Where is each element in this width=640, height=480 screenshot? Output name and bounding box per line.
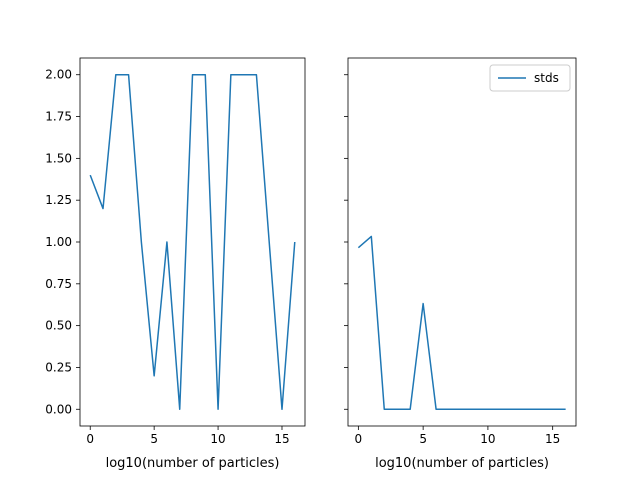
y-tick-label: 0.50 [45,319,72,333]
series-line [89,73,296,411]
y-tick-label: 2.00 [45,68,72,82]
y-tick-label: 0.25 [45,360,72,374]
x-tick-label: 10 [480,432,495,446]
y-tick-label: 0.75 [45,277,72,291]
x-tick-label: 0 [86,432,94,446]
legend-label: stds [534,71,559,85]
x-tick-label: 0 [355,432,363,446]
axes-frame [347,57,577,427]
right-chart: 0 5 10 15 log10(number of particles) stds [344,57,577,471]
y-tick-label: 1.75 [45,110,72,124]
y-tick-label: 1.50 [45,151,72,165]
x-tick-label: 15 [274,432,289,446]
y-tick-label: 0.00 [45,402,72,416]
left-chart: 0 5 10 15 0.00 0.25 0.50 0.75 1.00 1.25 1.50 1.75 2.… [45,57,306,471]
y-tick-label: 1.00 [45,235,72,249]
axes-frame [79,57,306,427]
x-axis-label: log10(number of particles) [375,456,549,471]
legend-box [489,64,571,92]
x-tick-label: 5 [150,432,158,446]
legend: stds [489,64,571,92]
x-axis-label: log10(number of particles) [106,456,280,471]
x-tick-label: 5 [419,432,427,446]
y-tick-label: 1.25 [45,193,72,207]
x-tick-label: 10 [210,432,225,446]
series-line [357,235,566,411]
x-tick-label: 15 [545,432,560,446]
